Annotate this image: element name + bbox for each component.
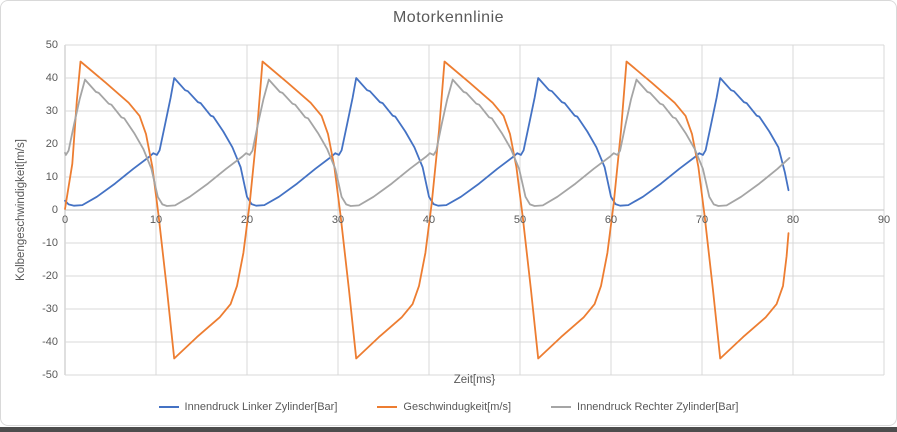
y-tick-label: 30	[45, 105, 58, 117]
y-tick-label: 40	[45, 72, 58, 84]
x-tick-label: 20	[240, 214, 254, 226]
y-tick-label: 50	[45, 39, 58, 51]
x-tick-label: 80	[786, 214, 800, 226]
y-tick-label: -10	[42, 237, 58, 249]
x-tick-label: 60	[604, 214, 618, 226]
window-bottom-edge	[0, 427, 897, 432]
chart-legend: Innendruck Linker Zylinder[Bar] Geschwind…	[0, 401, 897, 413]
y-tick-label: -50	[42, 369, 58, 381]
legend-line-swatch	[158, 406, 179, 408]
x-tick-label: 50	[513, 214, 527, 226]
y-tick-label: -20	[42, 270, 58, 282]
x-axis-title: Zeit[ms}	[453, 374, 496, 386]
x-tick-label: 40	[422, 214, 436, 226]
x-tick-label: 0	[61, 214, 69, 226]
x-tick-label: 30	[331, 214, 345, 226]
x-tick-label: 90	[877, 214, 891, 226]
legend-label: Geschwindugkeit[m/s]	[403, 401, 512, 413]
x-tick-label: 70	[695, 214, 709, 226]
y-tick-label: -30	[42, 303, 58, 315]
y-tick-label: 20	[45, 138, 58, 150]
legend-item-2: Innendruck Rechter Zylinder[Bar]	[551, 401, 738, 413]
chart-title: Motorkennlinie	[392, 9, 505, 26]
legend-item-1: Geschwindugkeit[m/s]	[377, 401, 511, 413]
legend-label: Innendruck Rechter Zylinder[Bar]	[577, 401, 739, 413]
legend-line-swatch	[551, 406, 572, 408]
legend-item-0: Innendruck Linker Zylinder[Bar]	[158, 401, 338, 413]
y-tick-label: -40	[42, 336, 58, 348]
x-tick-label: 10	[149, 214, 163, 226]
y-axis-title: Kolbengeschwindigkeit[m/s]	[15, 139, 27, 281]
y-tick-label: 0	[51, 204, 58, 216]
y-tick-label: 10	[45, 171, 58, 183]
legend-line-swatch	[377, 406, 398, 408]
legend-label: Innendruck Linker Zylinder[Bar]	[184, 401, 338, 413]
